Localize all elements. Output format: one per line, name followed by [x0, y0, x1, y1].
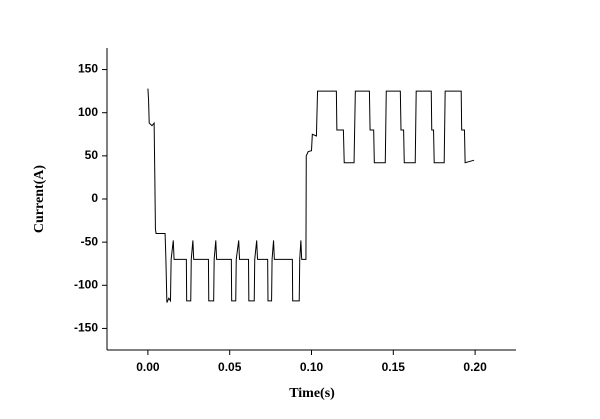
- y-axis-title: Current(A): [32, 165, 47, 234]
- series-line: [147, 88, 475, 303]
- x-tick-label: 0.05: [218, 360, 242, 374]
- y-tick-label: 50: [85, 148, 99, 162]
- y-tick-label: -50: [81, 234, 99, 248]
- y-tick-label: -150: [74, 321, 98, 335]
- x-tick-label: 0.15: [382, 360, 406, 374]
- y-tick-label: 150: [78, 62, 98, 76]
- x-tick-label: 0.10: [300, 360, 324, 374]
- y-tick-label: -100: [74, 277, 98, 291]
- x-tick-label: 0.20: [463, 360, 487, 374]
- y-tick-label: 0: [91, 191, 98, 205]
- x-axis-title: Time(s): [289, 386, 335, 401]
- y-tick-label: 100: [78, 105, 98, 119]
- x-tick-label: 0.00: [136, 360, 160, 374]
